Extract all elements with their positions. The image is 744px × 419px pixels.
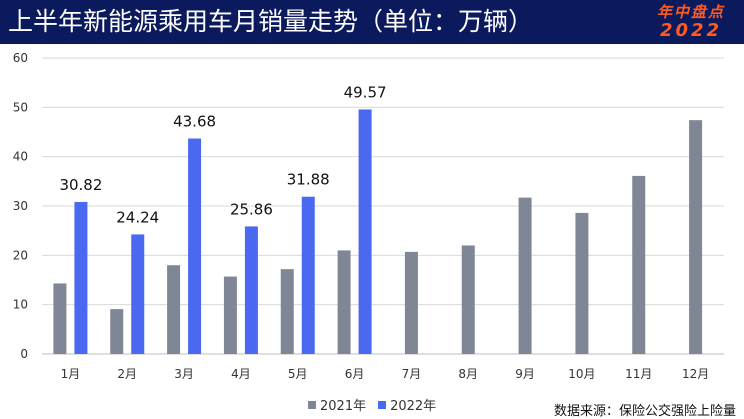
bar-2022	[188, 138, 202, 354]
legend-swatch-2021	[308, 400, 316, 409]
bar-2022	[301, 196, 315, 354]
title-bar: 上半年新能源乘用车月销量走势（单位：万辆） 年中盘点 2022	[0, 0, 744, 44]
y-tick-label: 20	[13, 248, 28, 262]
data-label-2022: 24.24	[116, 208, 159, 226]
y-tick-label: 40	[13, 150, 28, 164]
x-tick-label: 4月	[231, 367, 251, 381]
midyear-badge: 年中盘点 2022	[650, 3, 732, 41]
bar-2021	[167, 265, 181, 354]
legend-item-2022: 2022年	[378, 395, 436, 414]
x-tick-label: 2月	[117, 367, 137, 381]
x-tick-label: 11月	[625, 367, 652, 381]
legend: 2021年 2022年	[308, 395, 448, 414]
bar-2021	[518, 197, 532, 354]
data-label-2022: 49.57	[344, 83, 387, 101]
legend-swatch-2022	[378, 400, 387, 409]
bar-2021	[689, 120, 703, 354]
data-label-2022: 25.86	[230, 200, 273, 218]
badge-year: 2022	[659, 20, 723, 41]
x-tick-label: 3月	[174, 367, 194, 381]
bar-chart: 0 10 20 30 40 50 60 1月 30.82 2月 24.24 3月 43.68 4月 25.8…	[13, 51, 724, 381]
y-tick-label: 50	[13, 100, 28, 114]
bar-2022	[244, 226, 258, 354]
bar-2022	[358, 109, 372, 354]
data-label-2022: 31.88	[287, 171, 330, 189]
bar-2021	[223, 276, 237, 354]
chart-title: 上半年新能源乘用车月销量走势（单位：万辆）	[8, 7, 534, 36]
bar-2022	[74, 201, 88, 354]
bar-2021	[280, 269, 294, 354]
x-tick-label: 12月	[682, 367, 709, 381]
x-tick-label: 1月	[61, 367, 81, 381]
legend-item-2021: 2021年	[308, 395, 366, 414]
bar-2021	[461, 245, 475, 354]
legend-label-2021: 2021年	[320, 399, 367, 414]
bar-2021	[110, 309, 124, 354]
data-label-2022: 43.68	[173, 113, 216, 131]
x-tick-label: 10月	[568, 367, 595, 381]
bar-2021	[337, 250, 351, 354]
bar-2021	[53, 283, 67, 354]
y-tick-label: 10	[13, 298, 28, 312]
bar-2021	[575, 212, 589, 354]
legend-label-2022: 2022年	[390, 399, 437, 414]
bar-2021	[632, 175, 646, 354]
y-tick-label: 30	[13, 199, 28, 213]
data-label-2022: 30.82	[59, 176, 102, 194]
x-tick-label: 7月	[402, 367, 422, 381]
data-source: 数据来源：保险公交强险上险量	[553, 404, 736, 419]
x-tick-label: 5月	[288, 367, 308, 381]
x-tick-label: 6月	[345, 367, 365, 381]
x-tick-label: 9月	[515, 367, 535, 381]
x-tick-label: 8月	[458, 367, 478, 381]
y-tick-label: 60	[13, 51, 28, 65]
badge-text: 年中盘点	[656, 3, 725, 21]
y-tick-label: 0	[20, 347, 28, 361]
bar-2022	[131, 234, 145, 354]
bar-2021	[404, 251, 418, 354]
